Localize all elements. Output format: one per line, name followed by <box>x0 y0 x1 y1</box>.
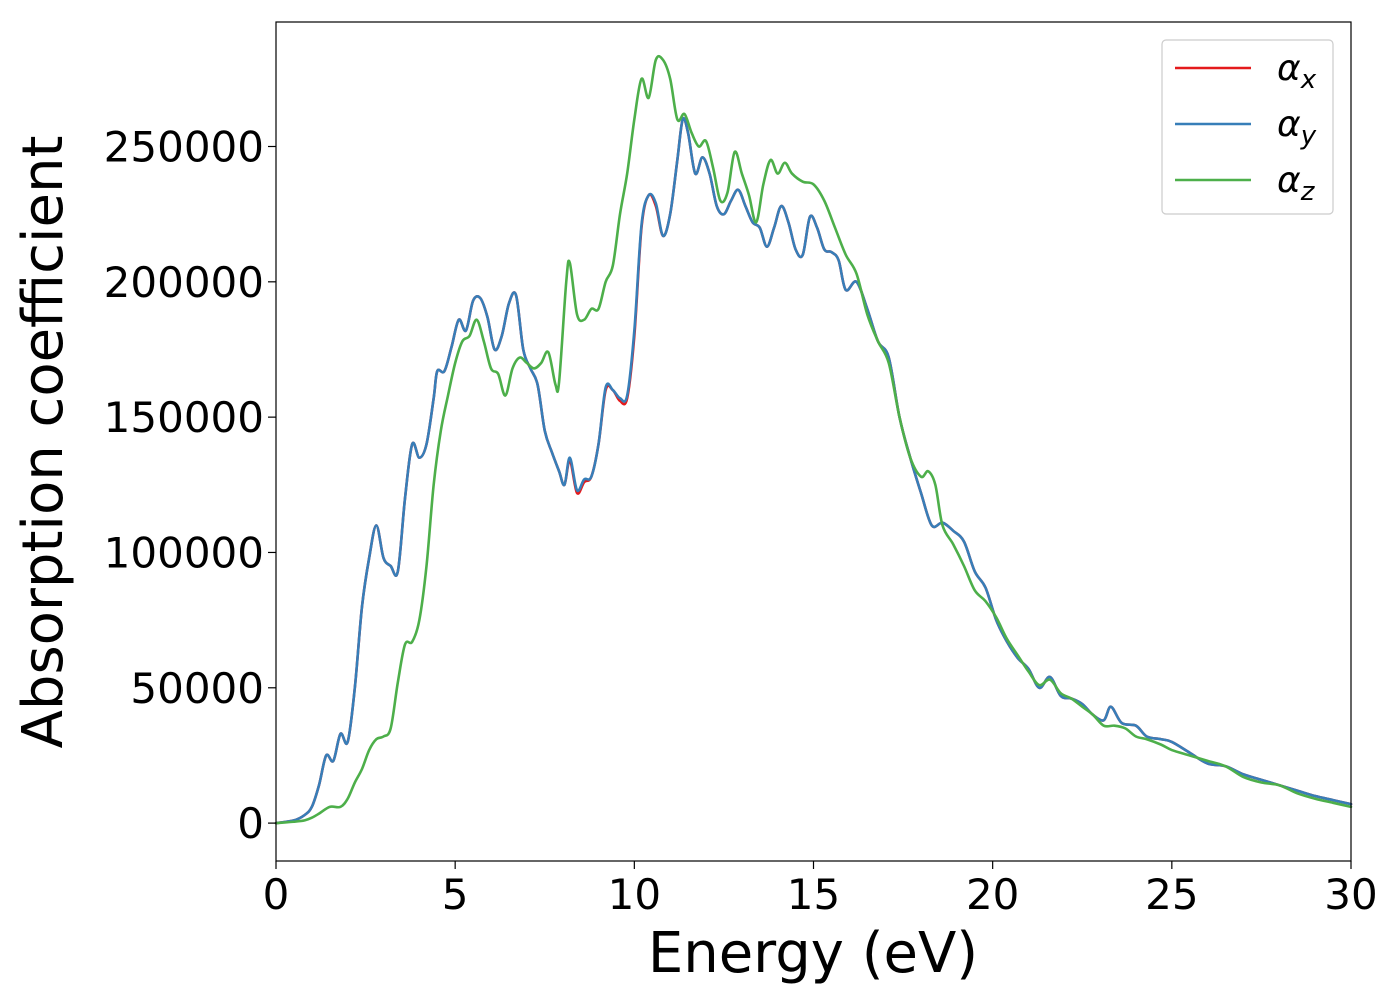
x-tick-label: 30 <box>1324 870 1377 919</box>
x-tick-label: 25 <box>1145 870 1198 919</box>
y-axis-label: Absorption coefficient <box>11 136 76 749</box>
y-tick-label: 50000 <box>130 664 264 713</box>
legend-label-x: αx <box>1277 48 1317 95</box>
y-tick-label: 100000 <box>104 528 264 577</box>
y-tick-label: 200000 <box>104 258 264 307</box>
legend: αx αy αz <box>1161 39 1334 215</box>
series-line-y <box>274 117 1353 825</box>
legend-label-y: αy <box>1277 104 1317 151</box>
x-tick-label: 15 <box>787 870 840 919</box>
y-tick-label: 0 <box>237 799 264 848</box>
series-layer <box>274 54 1353 825</box>
x-tick-label: 10 <box>608 870 661 919</box>
x-axis: 0 5 10 15 20 25 30 <box>263 861 1378 919</box>
legend-frame <box>1161 39 1334 215</box>
x-tick-label: 20 <box>966 870 1019 919</box>
series-line-z <box>274 54 1353 825</box>
y-tick-label: 250000 <box>104 122 264 171</box>
x-axis-label: Energy (eV) <box>648 921 978 986</box>
y-tick-label: 150000 <box>104 393 264 442</box>
y-axis: 0 50000 100000 150000 200000 250000 <box>104 122 276 848</box>
series-line-x <box>274 117 1353 825</box>
x-tick-label: 5 <box>442 870 469 919</box>
legend-label-z: αz <box>1277 160 1316 207</box>
x-tick-label: 0 <box>263 870 290 919</box>
